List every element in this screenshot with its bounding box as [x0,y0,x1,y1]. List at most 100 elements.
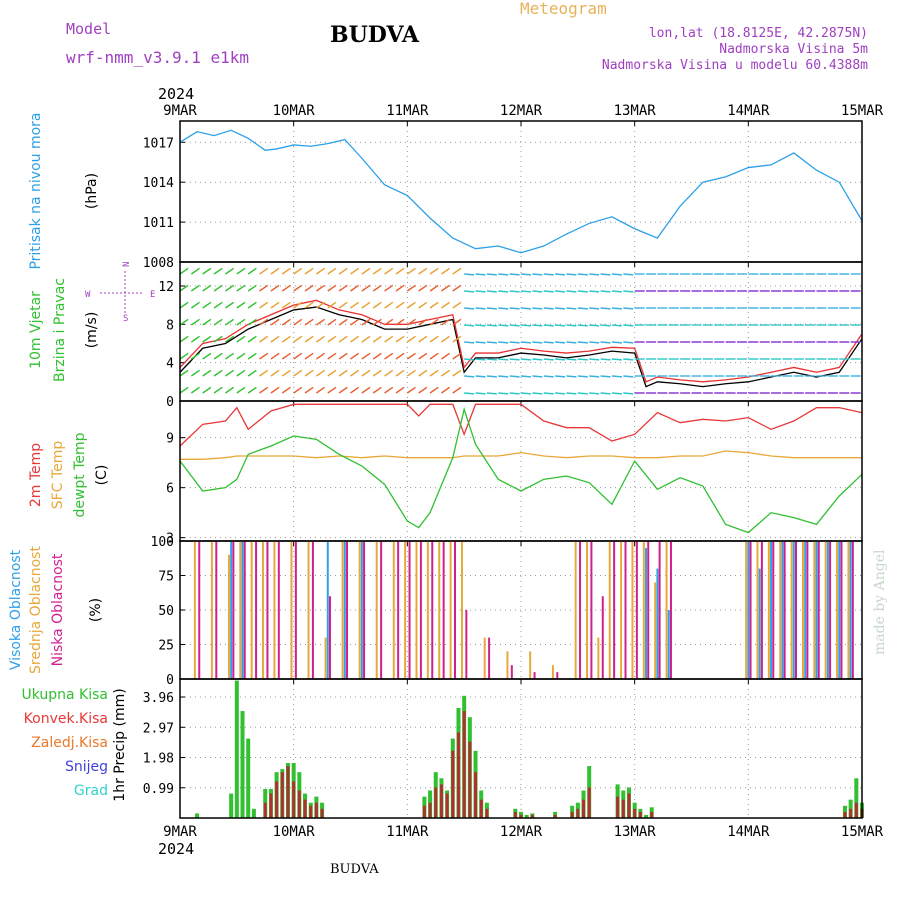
cloud-bar [438,541,441,679]
wind-arrow [304,352,314,360]
precip-bar [576,808,580,818]
wind-arrow [202,284,212,292]
wind-arrow [452,369,462,377]
wind-arrow [179,352,189,360]
cloud-bar [631,541,634,679]
cloud-low-title: Niska Oblacnost [50,553,66,666]
wind-arrow [293,352,303,360]
wind-arrow [566,392,577,395]
wind-arrow [509,324,520,327]
cloud-bar [840,541,843,679]
wind-arrow [350,335,360,343]
wind-arrow [589,324,600,327]
wind-arrow [543,290,554,293]
cloud-bar [193,541,196,679]
wind-arrow [498,375,509,378]
cloud-bar [804,541,807,679]
wind-arrow [372,335,382,343]
cloud-bar [277,541,280,679]
wind-arrow [304,267,314,275]
cloud-bar [454,541,456,679]
wind-arrow [202,335,212,343]
wind-arrow [327,284,337,292]
wind-arrow [384,352,394,360]
precip-bar [474,772,478,818]
wind-arrow [350,352,360,360]
wind-arrow [532,290,543,293]
wind-arrow [406,335,416,343]
wind-subtitle: Brzina i Pravac [52,278,68,382]
wind-arrow [577,358,588,361]
wind-arrow [429,352,439,360]
date-label-bottom: 14MAR [727,824,770,840]
wind-arrow [555,307,566,310]
cloud-bar [307,541,310,679]
wind-arrow [259,284,269,292]
cloud-bar [415,541,418,679]
wind-arrow [372,369,382,377]
wind-arrow [441,335,451,343]
wind-arrow [179,335,189,343]
wind-arrow [532,307,543,310]
date-label-top: 13MAR [614,103,657,119]
wind-arrow [464,273,475,276]
wind-arrow [270,335,280,343]
wind-arrow [555,341,566,344]
wind-arrow [270,369,280,377]
wind-arrow [293,284,303,292]
wind-arrow [384,369,394,377]
cloud-bar [647,541,650,679]
wind-arrow [315,318,325,326]
wind-arrow [384,267,394,275]
pressure-unit: (hPa) [84,173,100,209]
wind-arrow [315,335,325,343]
wind-arrow [475,273,486,276]
wind-arrow [236,352,246,360]
cloud-bar [574,541,577,679]
wind-arrow [315,369,325,377]
wind-arrow [611,290,622,293]
wind-arrow [213,335,223,343]
cloud-bar [586,541,588,679]
wind-arrow [600,375,611,378]
wind-arrow [293,318,303,326]
wind-arrow [202,352,212,360]
wind-arrow [475,324,486,327]
wind-arrow [372,352,382,360]
precip-bar [849,808,853,818]
cloud-bar [326,541,329,679]
wind-arrow [361,318,371,326]
series-line [179,406,863,534]
cloud-bar [747,541,750,679]
year-label-top: 2024 [158,85,194,103]
cloud-bar [642,541,645,679]
wind-arrow [259,369,269,377]
wind-arrow [429,369,439,377]
wind-arrow [441,301,451,309]
wind-arrow [179,386,189,394]
wind-arrow [441,318,451,326]
wind-arrow [293,301,303,309]
temp-2m-title: 2m Temp [28,443,44,507]
precip-bar [275,781,279,818]
precip-bar [286,766,290,818]
cloud-bar [645,547,648,679]
cloud-bar [198,541,201,679]
cloud-bar [341,541,344,679]
wind-arrow [611,324,622,327]
precip-bar [644,814,649,818]
wind-arrow [372,284,382,292]
wind-arrow [236,284,246,292]
wind-arrow [429,301,439,309]
wind-arrow [498,273,509,276]
precip-bar [621,799,625,818]
wind-arrow [543,273,554,276]
wind-arrow [179,284,189,292]
cloud-bar [241,541,244,679]
cloud-bar [656,568,659,679]
precip-bar [297,790,301,818]
cloud-bar [749,541,752,679]
cloud-bar [533,672,536,679]
wind-arrow [418,284,428,292]
